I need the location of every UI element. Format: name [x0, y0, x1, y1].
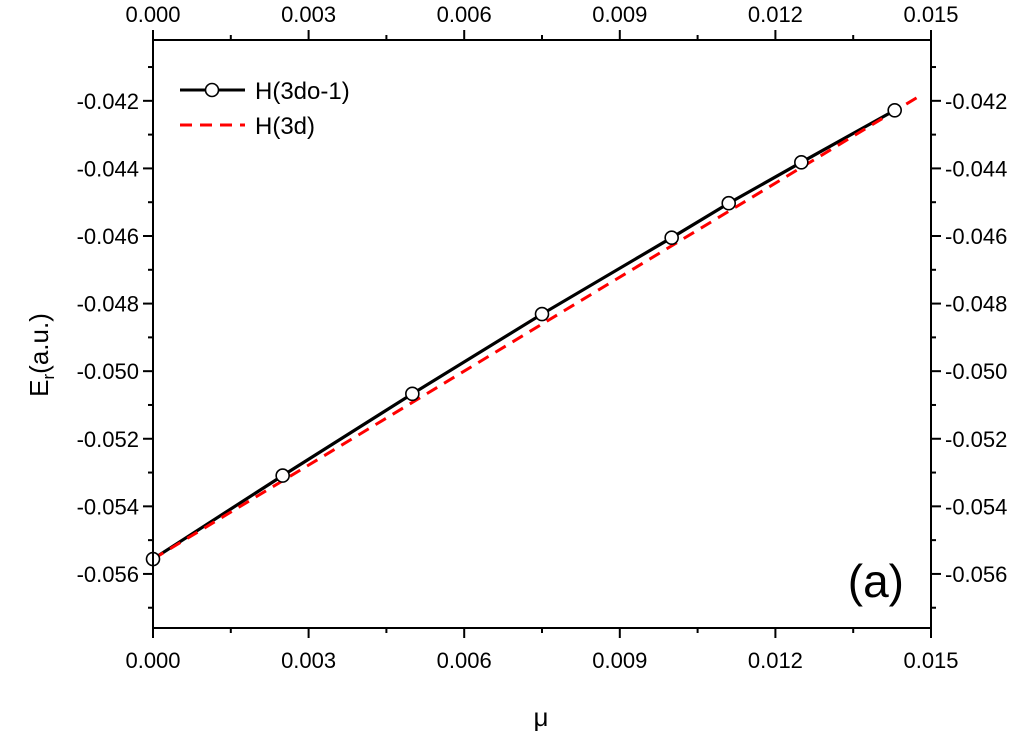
x-tick-label-bottom-3: 0.009: [592, 648, 647, 673]
panel-annotation: (a): [848, 555, 904, 607]
legend-label-series-1: H(3do-1): [255, 78, 350, 105]
y-tick-label-left-1: -0.044: [77, 156, 139, 181]
y-tick-label-left-7: -0.056: [77, 562, 139, 587]
y-tick-label-right-2: -0.046: [945, 224, 1007, 249]
y-axis-title-subscript: r: [39, 374, 58, 380]
series-point-h3do1-3: [534, 306, 550, 322]
plot-frame: [152, 39, 932, 629]
x-tick-label-top-3: 0.009: [592, 2, 647, 27]
y-tick-label-left-6: -0.054: [77, 494, 139, 519]
series-line-h3do1: [152, 108, 896, 561]
x-tick-label-top-5: 0.015: [903, 2, 958, 27]
x-tick-label-bottom-1: 0.003: [281, 648, 336, 673]
y-tick-label-left-0: -0.042: [77, 89, 139, 114]
x-tick-label-top-0: 0.000: [125, 2, 180, 27]
series-point-h3do1-1: [275, 468, 290, 483]
legend-marker-series-1: [204, 82, 220, 98]
ticks-layer: 0.000 0.000 0.003 0.003 0.006 0.006 0.009 0.009…: [77, 2, 1008, 673]
legend-label-series-2: H(3d): [255, 113, 315, 140]
series-point-h3do1-5: [721, 195, 737, 211]
y-tick-label-left-5: -0.052: [77, 427, 139, 452]
legend: H(3do-1) H(3d): [180, 78, 350, 140]
series-point-h3do1-2: [405, 386, 420, 402]
y-tick-label-left-2: -0.046: [77, 224, 139, 249]
y-tick-label-right-1: -0.044: [945, 156, 1007, 181]
x-tick-label-bottom-5: 0.015: [903, 648, 958, 673]
series-point-h3do1-4: [664, 230, 679, 245]
x-axis-title: μ: [534, 702, 549, 732]
x-tick-label-bottom-4: 0.012: [748, 648, 803, 673]
y-tick-label-right-4: -0.050: [945, 359, 1007, 384]
series-point-h3do1-6: [794, 155, 809, 170]
x-tick-label-top-4: 0.012: [748, 2, 803, 27]
y-axis-title: Er(a.u.): [24, 313, 58, 397]
x-tick-label-bottom-0: 0.000: [125, 648, 180, 673]
y-tick-label-right-0: -0.042: [945, 89, 1007, 114]
y-tick-label-left-3: -0.048: [77, 292, 139, 317]
y-tick-label-right-3: -0.048: [945, 292, 1007, 317]
y-tick-label-right-5: -0.052: [945, 427, 1007, 452]
series-point-h3do1-7: [887, 102, 902, 118]
y-axis-title-main: E: [24, 380, 54, 397]
y-axis-title-rest: (a.u.): [24, 313, 54, 374]
series-layer: [145, 94, 922, 567]
y-tick-label-right-6: -0.054: [945, 494, 1007, 519]
y-tick-label-right-7: -0.056: [945, 562, 1007, 587]
x-tick-label-top-2: 0.006: [437, 2, 492, 27]
y-tick-label-left-4: -0.050: [77, 359, 139, 384]
x-tick-label-bottom-2: 0.006: [437, 648, 492, 673]
x-tick-label-top-1: 0.003: [281, 2, 336, 27]
